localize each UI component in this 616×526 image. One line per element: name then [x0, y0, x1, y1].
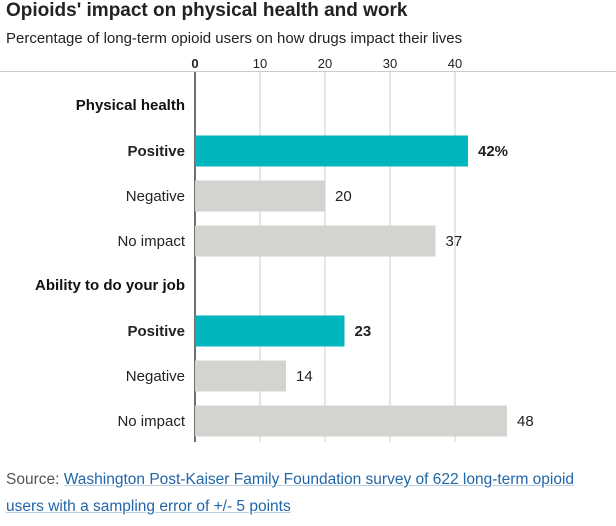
tick-label: 20 — [318, 56, 332, 71]
bar — [195, 405, 507, 437]
chart-title: Opioids' impact on physical health and w… — [6, 0, 408, 21]
bar-highlight — [195, 135, 468, 167]
group-label: Physical health — [76, 97, 185, 114]
data-label: 37 — [446, 233, 463, 250]
source-label: Source: — [6, 471, 60, 488]
category-label: Positive — [127, 143, 185, 160]
bar-chart: 0 10 20 30 40 Physical health Positive 42% Negat… — [0, 56, 616, 442]
category-label: No impact — [117, 233, 185, 250]
source-link[interactable]: Washington Post-Kaiser Family Foundation… — [6, 471, 575, 515]
bar — [195, 180, 325, 212]
data-label: 20 — [335, 188, 352, 205]
bar-highlight — [195, 315, 345, 347]
tick-label: 30 — [383, 56, 397, 71]
category-label: Negative — [126, 188, 185, 205]
bar — [195, 225, 436, 257]
data-label: 23 — [355, 323, 372, 340]
bar — [195, 360, 286, 392]
chart-subtitle: Percentage of long-term opioid users on … — [6, 30, 463, 47]
tick-label: 40 — [448, 56, 462, 71]
data-label: 48 — [517, 413, 534, 430]
tick-label: 10 — [253, 56, 267, 71]
category-label: Negative — [126, 368, 185, 385]
category-label: No impact — [117, 413, 185, 430]
data-label: 14 — [296, 368, 313, 385]
tick-label: 0 — [191, 56, 198, 71]
category-label: Positive — [127, 323, 185, 340]
group-label: Ability to do your job — [35, 277, 185, 294]
data-label: 42% — [478, 143, 508, 160]
source-note: Source: Washington Post-Kaiser Family Fo… — [6, 466, 610, 520]
